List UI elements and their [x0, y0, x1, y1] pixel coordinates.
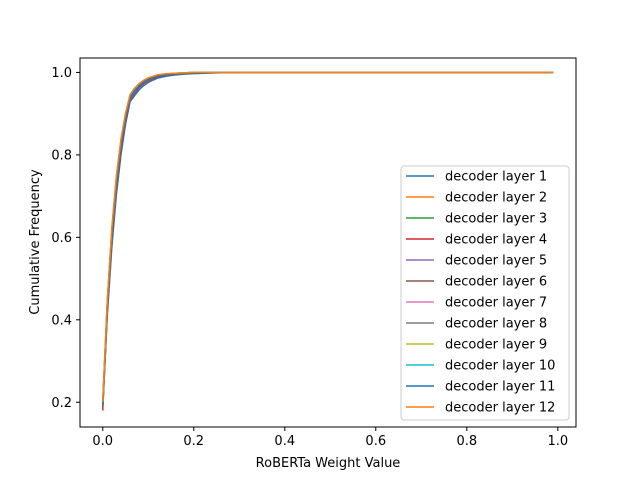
legend-label-decoder-layer-12: decoder layer 12 [445, 401, 555, 416]
legend-label-decoder-layer-8: decoder layer 8 [445, 317, 547, 332]
legend-box [400, 165, 570, 421]
x-tick-label: 0.8 [456, 434, 477, 449]
plot-frame [79, 57, 577, 428]
legend-label-decoder-layer-4: decoder layer 4 [445, 233, 547, 248]
x-tick-label: 0.0 [92, 434, 113, 449]
legend-label-decoder-layer-7: decoder layer 7 [445, 296, 547, 311]
x-tick-label: 1.0 [547, 434, 568, 449]
y-tick-label: 0.8 [51, 148, 72, 163]
x-axis-ticks: 0.0 0.2 0.4 0.6 0.8 1.0 [92, 427, 568, 449]
y-tick-label: 0.2 [51, 396, 72, 411]
legend-label-decoder-layer-3: decoder layer 3 [445, 212, 547, 227]
y-tick-label: 1.0 [51, 66, 72, 81]
legend-label-decoder-layer-10: decoder layer 10 [445, 359, 555, 374]
legend-label-decoder-layer-5: decoder layer 5 [445, 254, 547, 269]
y-axis-label: Cumulative Frequency [28, 169, 43, 315]
x-tick-label: 0.6 [365, 434, 386, 449]
y-tick-label: 0.6 [51, 231, 72, 246]
series-lines [102, 71, 554, 411]
y-tick-label: 0.4 [51, 313, 72, 328]
legend-label-decoder-layer-2: decoder layer 2 [445, 191, 547, 206]
series-line-decoder-layer-12 [102, 71, 554, 402]
legend-label-decoder-layer-1: decoder layer 1 [445, 170, 547, 185]
x-tick-label: 0.4 [274, 434, 295, 449]
legend-label-decoder-layer-6: decoder layer 6 [445, 275, 547, 290]
legend-label-decoder-layer-11: decoder layer 11 [445, 380, 555, 395]
y-axis-ticks: 0.2 0.4 0.6 0.8 1.0 [51, 66, 80, 411]
legend: decoder layer 1 decoder layer 2 decoder la… [400, 165, 570, 421]
legend-label-decoder-layer-9: decoder layer 9 [445, 338, 547, 353]
x-axis-label: RoBERTa Weight Value [256, 456, 401, 471]
x-tick-label: 0.2 [183, 434, 204, 449]
